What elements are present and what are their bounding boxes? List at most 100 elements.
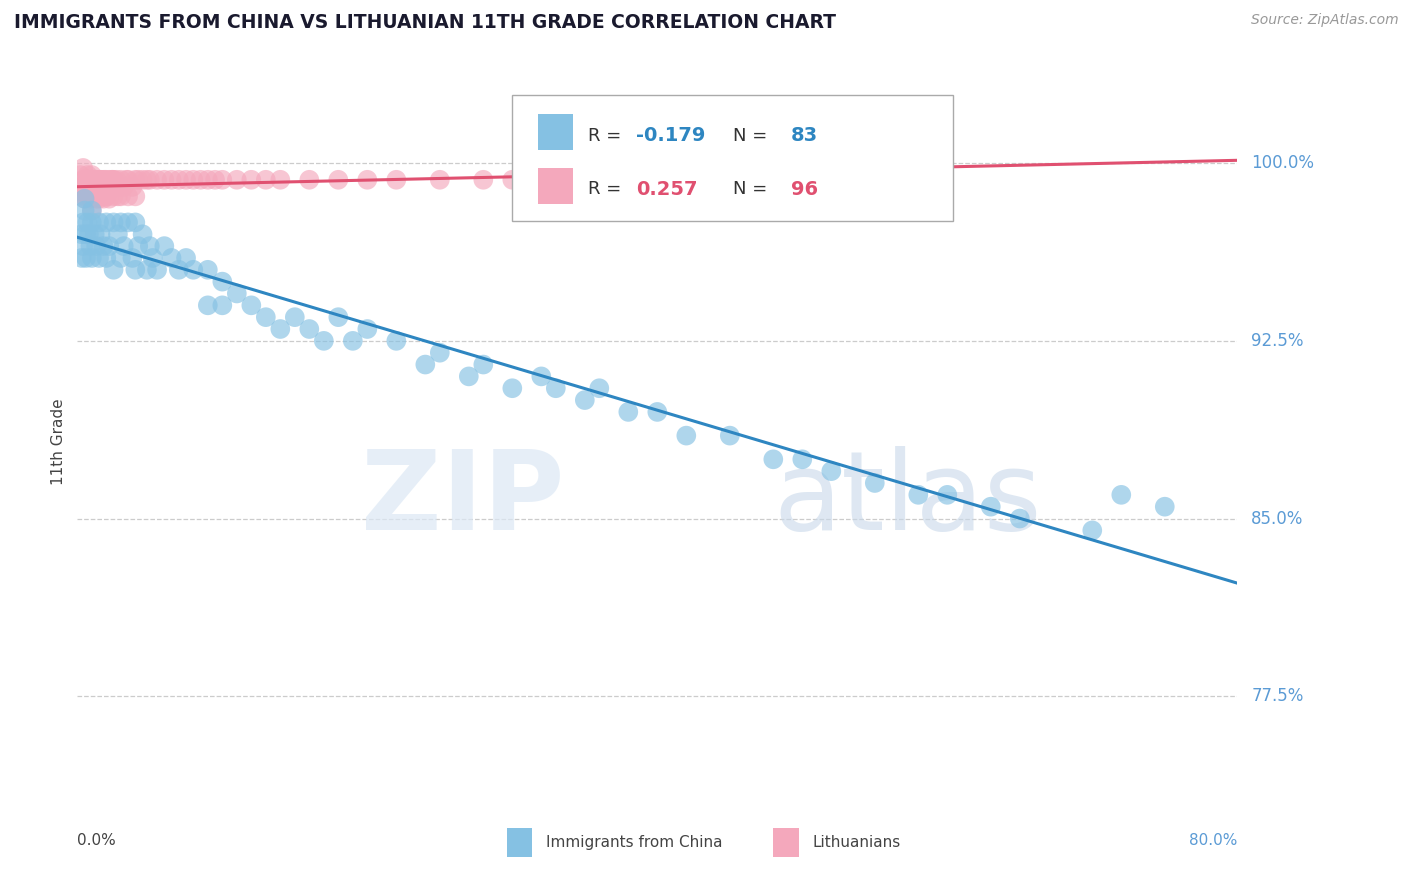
- Point: [269, 322, 291, 336]
- Text: 80.0%: 80.0%: [1189, 833, 1237, 848]
- Point: [240, 173, 263, 187]
- Point: [183, 262, 205, 277]
- Point: [80, 173, 103, 187]
- Point: [298, 322, 321, 336]
- Point: [136, 173, 159, 187]
- Point: [139, 173, 162, 187]
- Point: [87, 180, 110, 194]
- Point: [211, 275, 233, 289]
- Point: [211, 173, 233, 187]
- Point: [115, 173, 138, 187]
- Point: [75, 227, 97, 242]
- Point: [93, 239, 115, 253]
- Point: [174, 251, 197, 265]
- Text: Lithuanians: Lithuanians: [813, 835, 901, 850]
- Point: [1153, 500, 1175, 514]
- Point: [153, 173, 176, 187]
- Point: [82, 173, 104, 187]
- Point: [76, 168, 98, 182]
- Point: [501, 381, 523, 395]
- Point: [107, 227, 129, 242]
- Point: [96, 173, 118, 187]
- Point: [121, 251, 143, 265]
- Text: 0.257: 0.257: [637, 180, 697, 199]
- Point: [76, 215, 98, 229]
- Point: [472, 173, 495, 187]
- Point: [107, 189, 129, 203]
- Point: [103, 262, 125, 277]
- Point: [146, 262, 169, 277]
- Point: [105, 173, 128, 187]
- Point: [225, 286, 247, 301]
- Point: [96, 189, 118, 203]
- FancyBboxPatch shape: [538, 168, 572, 203]
- Point: [204, 173, 226, 187]
- Point: [82, 189, 104, 203]
- Point: [94, 180, 117, 194]
- Point: [84, 173, 107, 187]
- Point: [76, 173, 98, 187]
- Point: [70, 180, 93, 194]
- Point: [77, 189, 100, 203]
- FancyBboxPatch shape: [506, 828, 531, 857]
- Point: [77, 173, 100, 187]
- Point: [980, 500, 1002, 514]
- Point: [79, 192, 101, 206]
- Point: [110, 173, 132, 187]
- Point: [298, 173, 321, 187]
- Point: [110, 251, 132, 265]
- Point: [90, 173, 111, 187]
- Text: 85.0%: 85.0%: [1251, 509, 1303, 527]
- Point: [83, 180, 105, 194]
- Point: [96, 251, 118, 265]
- Text: N =: N =: [733, 180, 773, 198]
- Point: [98, 180, 121, 194]
- Text: 96: 96: [790, 180, 818, 199]
- Point: [413, 358, 436, 372]
- Point: [73, 203, 96, 218]
- Point: [146, 173, 169, 187]
- Point: [254, 173, 277, 187]
- Point: [110, 189, 132, 203]
- Point: [84, 239, 107, 253]
- Point: [124, 262, 146, 277]
- Point: [124, 173, 146, 187]
- Point: [91, 189, 114, 203]
- Point: [72, 239, 94, 253]
- Point: [86, 189, 108, 203]
- Point: [80, 251, 103, 265]
- Point: [356, 322, 378, 336]
- Text: R =: R =: [588, 180, 627, 198]
- Point: [80, 168, 103, 182]
- Point: [79, 239, 101, 253]
- Point: [75, 251, 97, 265]
- Point: [86, 180, 108, 194]
- Point: [190, 173, 212, 187]
- Text: 77.5%: 77.5%: [1251, 687, 1303, 706]
- Text: ZIP: ZIP: [361, 446, 565, 553]
- Point: [907, 488, 929, 502]
- Point: [72, 161, 94, 175]
- Point: [136, 262, 159, 277]
- Point: [101, 173, 124, 187]
- Text: -0.179: -0.179: [637, 126, 706, 145]
- Point: [117, 215, 139, 229]
- Point: [98, 239, 121, 253]
- Point: [356, 173, 378, 187]
- Point: [328, 173, 350, 187]
- Point: [269, 173, 291, 187]
- Point: [647, 405, 669, 419]
- Point: [530, 173, 553, 187]
- Point: [93, 192, 115, 206]
- Point: [588, 381, 610, 395]
- Point: [80, 215, 103, 229]
- Point: [718, 428, 741, 442]
- Point: [820, 464, 842, 478]
- Point: [1008, 511, 1031, 525]
- Point: [153, 239, 176, 253]
- Point: [93, 180, 115, 194]
- Point: [457, 369, 479, 384]
- Point: [617, 405, 640, 419]
- Point: [197, 262, 219, 277]
- Point: [79, 180, 101, 194]
